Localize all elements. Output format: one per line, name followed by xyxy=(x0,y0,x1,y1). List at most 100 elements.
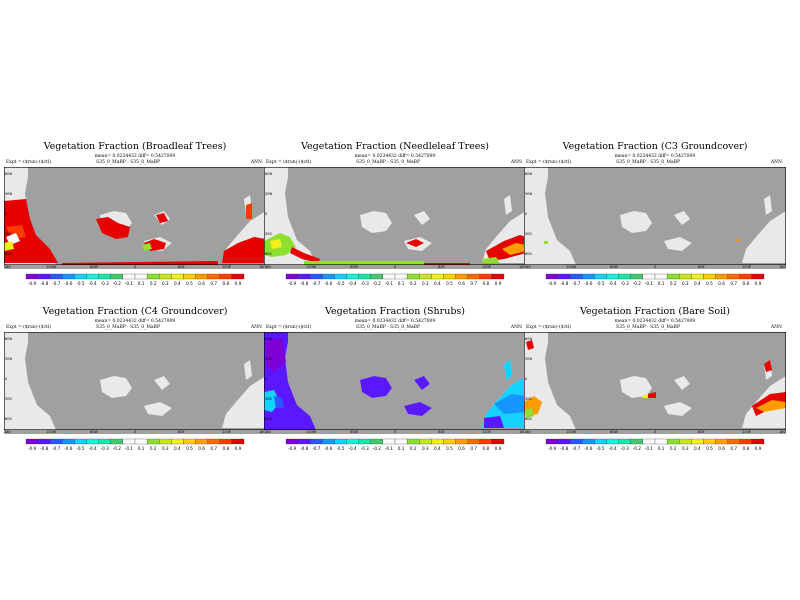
colorbar-swatch xyxy=(654,273,668,280)
colorbar-swatch xyxy=(679,273,692,280)
colorbar-swatch xyxy=(739,273,753,280)
colorbar-tick-label: -0.1 xyxy=(125,446,134,451)
panel-c4-groundcover: Vegetation Fraction (C4 Groundcover) mea… xyxy=(4,306,266,456)
island-2 xyxy=(414,211,430,225)
lon-label: 120W xyxy=(46,430,57,434)
lon-label: 180 xyxy=(519,430,526,434)
colorbar-tick-label: 0.8 xyxy=(222,281,229,286)
colorbar-tick-label: -0.3 xyxy=(101,446,110,451)
veg-c-1 xyxy=(360,376,392,398)
colorbar-swatch xyxy=(231,273,245,280)
colorbar-tick-label: 0.4 xyxy=(174,281,181,286)
panel-title: Vegetation Fraction (Shrubs) xyxy=(325,306,465,317)
lat-label: 30N xyxy=(265,357,272,361)
colorbar-swatch xyxy=(37,438,51,445)
lon-label: 60E xyxy=(698,430,705,434)
panel-run: S35_0_MaBP - S35_0_MaBP xyxy=(356,325,420,330)
island-2 xyxy=(674,376,690,390)
colorbar-tick-label: 0.8 xyxy=(742,281,749,286)
colorbar-swatch xyxy=(642,438,656,445)
colorbar-tick-label: 0.3 xyxy=(422,281,429,286)
veg-c xyxy=(406,239,424,247)
lon-label: 0 xyxy=(134,430,136,434)
colorbar-swatch xyxy=(25,273,39,280)
colorbar-swatch xyxy=(86,438,99,445)
colorbar-tick-label: -0.4 xyxy=(609,446,618,451)
colorbar-tick-label: 0.8 xyxy=(482,281,489,286)
colorbar-swatch xyxy=(207,273,220,280)
lon-label: 120W xyxy=(566,430,577,434)
lon-label: 180 xyxy=(519,265,526,269)
lon-tick-labels: 180 120W 60W 0 60E 120E 180 xyxy=(4,430,266,434)
lon-label: 120E xyxy=(742,430,751,434)
colorbar-swatch xyxy=(727,438,740,445)
lat-label: 60N xyxy=(265,172,272,176)
colorbar-swatch xyxy=(751,273,765,280)
colorbar-tick-label: 0.3 xyxy=(162,446,169,451)
lon-label: 180 xyxy=(779,265,786,269)
colorbar-tick-label: -0.3 xyxy=(621,281,630,286)
colorbar-tick-label: 0.5 xyxy=(186,446,193,451)
colorbar-tick-label: 0.9 xyxy=(495,446,502,451)
colorbar-swatch xyxy=(703,273,716,280)
colorbar-tick-label: -0.5 xyxy=(336,446,345,451)
colorbar-swatch xyxy=(419,438,432,445)
island-1 xyxy=(620,211,652,233)
colorbar-swatch xyxy=(557,438,571,445)
colorbar: -0.9 -0.8 -0.7 -0.6 -0.5 -0.4 -0.3 -0.2 -0.1 0.1 0… xyxy=(285,438,505,451)
colorbar: -0.9 -0.8 -0.7 -0.6 -0.5 -0.4 -0.3 -0.2 -0.1 0.1 0… xyxy=(545,438,765,451)
map-frame xyxy=(524,332,786,431)
land-east xyxy=(222,376,266,428)
island-2 xyxy=(154,376,170,390)
colorbar-swatch xyxy=(545,438,559,445)
colorbar-swatch xyxy=(703,438,716,445)
veg-c-4 xyxy=(142,243,152,251)
veg-c-2 xyxy=(414,376,430,390)
lat-label: 0 xyxy=(525,377,527,381)
colorbar-swatch xyxy=(491,438,505,445)
colorbar-swatch xyxy=(322,273,335,280)
colorbar-tick-label: 0.1 xyxy=(398,281,405,286)
colorbar-swatch xyxy=(346,438,359,445)
colorbar-swatch xyxy=(285,438,299,445)
colorbar-tick-label: 0.7 xyxy=(730,446,737,451)
panel-experiment: Expt = ($run)-($ctl) xyxy=(266,325,312,330)
colorbar-tick-label: 0.8 xyxy=(742,446,749,451)
colorbar-tick-label: 0.9 xyxy=(755,446,762,451)
lon-label: 60W xyxy=(90,265,98,269)
lat-label: 60N xyxy=(5,337,12,341)
panel-stats: mean= 0.0234432 diff= 0.5427009 xyxy=(94,154,176,159)
veg-c-3 xyxy=(404,402,432,416)
panel-run: S35_0_MaBP - S35_0_MaBP xyxy=(356,160,420,165)
colorbar-tick-label: -0.1 xyxy=(125,281,134,286)
colorbar-tick-label: -0.7 xyxy=(572,446,581,451)
land-west xyxy=(524,167,576,265)
colorbar-swatch xyxy=(370,273,384,280)
lat-label: 30S xyxy=(5,397,12,401)
lat-label: 0 xyxy=(5,212,7,216)
veg-speck-1 xyxy=(544,241,548,244)
colorbar-swatch xyxy=(358,438,371,445)
colorbar-swatch xyxy=(98,438,111,445)
veg-east xyxy=(222,237,266,263)
colorbar-tick-label: -0.7 xyxy=(312,446,321,451)
colorbar-tick-label: -0.3 xyxy=(101,281,110,286)
land-west xyxy=(4,332,56,430)
panel-stats: mean= 0.0234432 diff= 0.5427009 xyxy=(354,319,436,324)
colorbar-swatch xyxy=(582,438,595,445)
lon-tick-labels: 180 120W 60W 0 60E 120E 180 xyxy=(264,265,526,269)
colorbar-swatch xyxy=(582,273,595,280)
island-1 xyxy=(100,376,132,398)
panel-run: S35_0_MaBP - S35_0_MaBP xyxy=(96,325,160,330)
panel-experiment: Expt = ($run)-($ctl) xyxy=(266,160,312,165)
lat-label: 60S xyxy=(525,252,532,256)
colorbar-swatch xyxy=(606,438,619,445)
colorbar-tick-label: -0.6 xyxy=(324,446,333,451)
colorbar-tick-label: 0.1 xyxy=(138,281,145,286)
colorbar-tick-label: -0.2 xyxy=(373,446,382,451)
veg-c-2 xyxy=(156,213,168,223)
colorbar-tick-label: 0.6 xyxy=(198,281,205,286)
colorbar-swatch xyxy=(594,273,607,280)
colorbar-tick-label: -0.2 xyxy=(113,281,122,286)
colorbar-tick-label: -0.2 xyxy=(113,446,122,451)
